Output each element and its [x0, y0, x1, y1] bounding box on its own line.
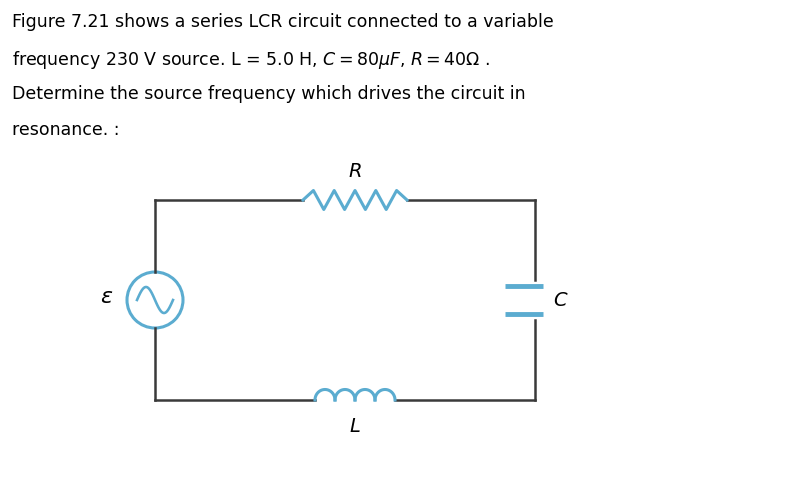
Text: $C$: $C$ — [553, 291, 569, 310]
Text: frequency 230 V source. L = 5.0 H, $C = 80\mu F$, $R = 40\Omega$ .: frequency 230 V source. L = 5.0 H, $C = … — [12, 49, 490, 71]
Text: Determine the source frequency which drives the circuit in: Determine the source frequency which dri… — [12, 85, 526, 103]
Text: $L$: $L$ — [349, 416, 361, 435]
Text: $\varepsilon$: $\varepsilon$ — [100, 287, 113, 306]
Text: Figure 7.21 shows a series LCR circuit connected to a variable: Figure 7.21 shows a series LCR circuit c… — [12, 13, 554, 31]
Text: $R$: $R$ — [348, 162, 362, 181]
Text: resonance. :: resonance. : — [12, 121, 119, 139]
